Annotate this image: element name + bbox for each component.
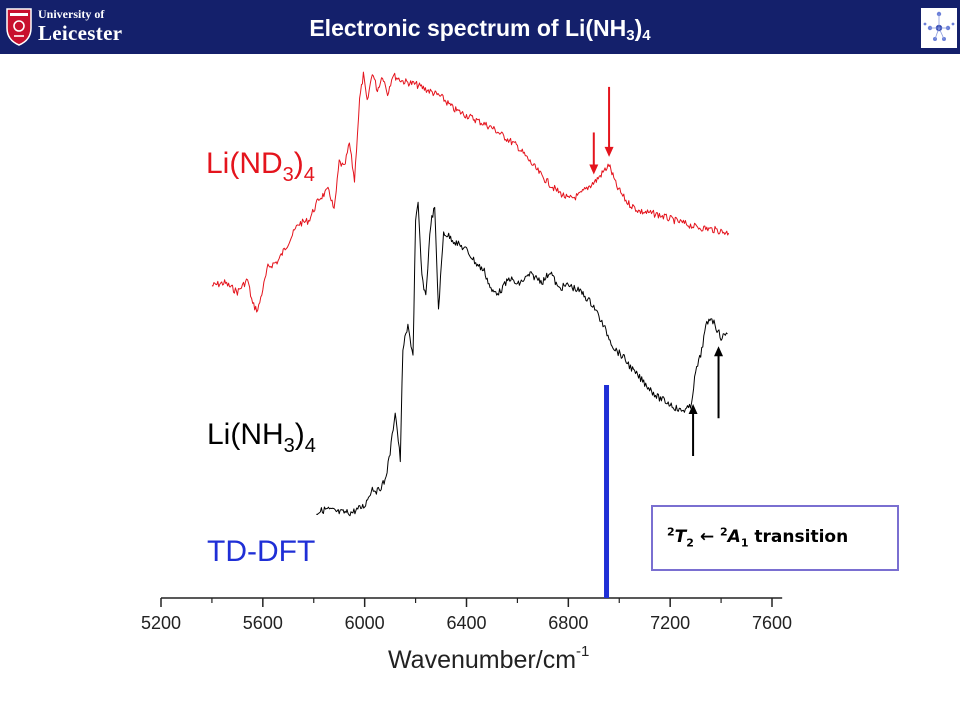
x-tick-label: 6400 <box>446 613 486 633</box>
x-axis: 5200 5600 6000 6400 6800 7200 7600 <box>141 597 792 633</box>
x-tick-label: 5600 <box>243 613 283 633</box>
header-bar <box>0 0 960 54</box>
series-label-tddft: TD-DFT <box>207 535 316 568</box>
arrow-annotations <box>589 86 724 456</box>
arrow-down-icon <box>589 164 599 175</box>
arrow-up-icon <box>714 346 724 357</box>
transition-annotation-box: 2T2 ← 2A1 transition <box>651 505 899 571</box>
series-group <box>211 71 730 598</box>
molecule-structure-icon <box>921 8 957 48</box>
x-tick-label: 6000 <box>345 613 385 633</box>
x-axis-label: Wavenumber/cm-1 <box>388 643 590 674</box>
series-label-nh3: Li(NH3)4 <box>207 418 316 457</box>
logo-line-2: Leicester <box>38 21 123 45</box>
arrow-up-icon <box>688 404 698 414</box>
x-tick-label: 7200 <box>650 613 690 633</box>
university-logo[interactable]: University of Leicester <box>4 6 140 48</box>
logo-line-1: University of <box>38 7 105 21</box>
x-tick-label: 7600 <box>752 613 792 633</box>
arrow-down-icon <box>604 146 614 157</box>
series-label-nd3: Li(ND3)4 <box>206 147 315 186</box>
x-tick-label: 6800 <box>548 613 588 633</box>
series-line-li-nd3-4 <box>211 71 730 313</box>
transition-label: 2T2 ← 2A1 transition <box>667 525 849 550</box>
series-line-li-nh3-4 <box>316 201 728 517</box>
x-tick-label: 5200 <box>141 613 181 633</box>
university-crest-icon <box>6 8 32 46</box>
page-title: Electronic spectrum of Li(NH3)4 <box>309 15 651 44</box>
